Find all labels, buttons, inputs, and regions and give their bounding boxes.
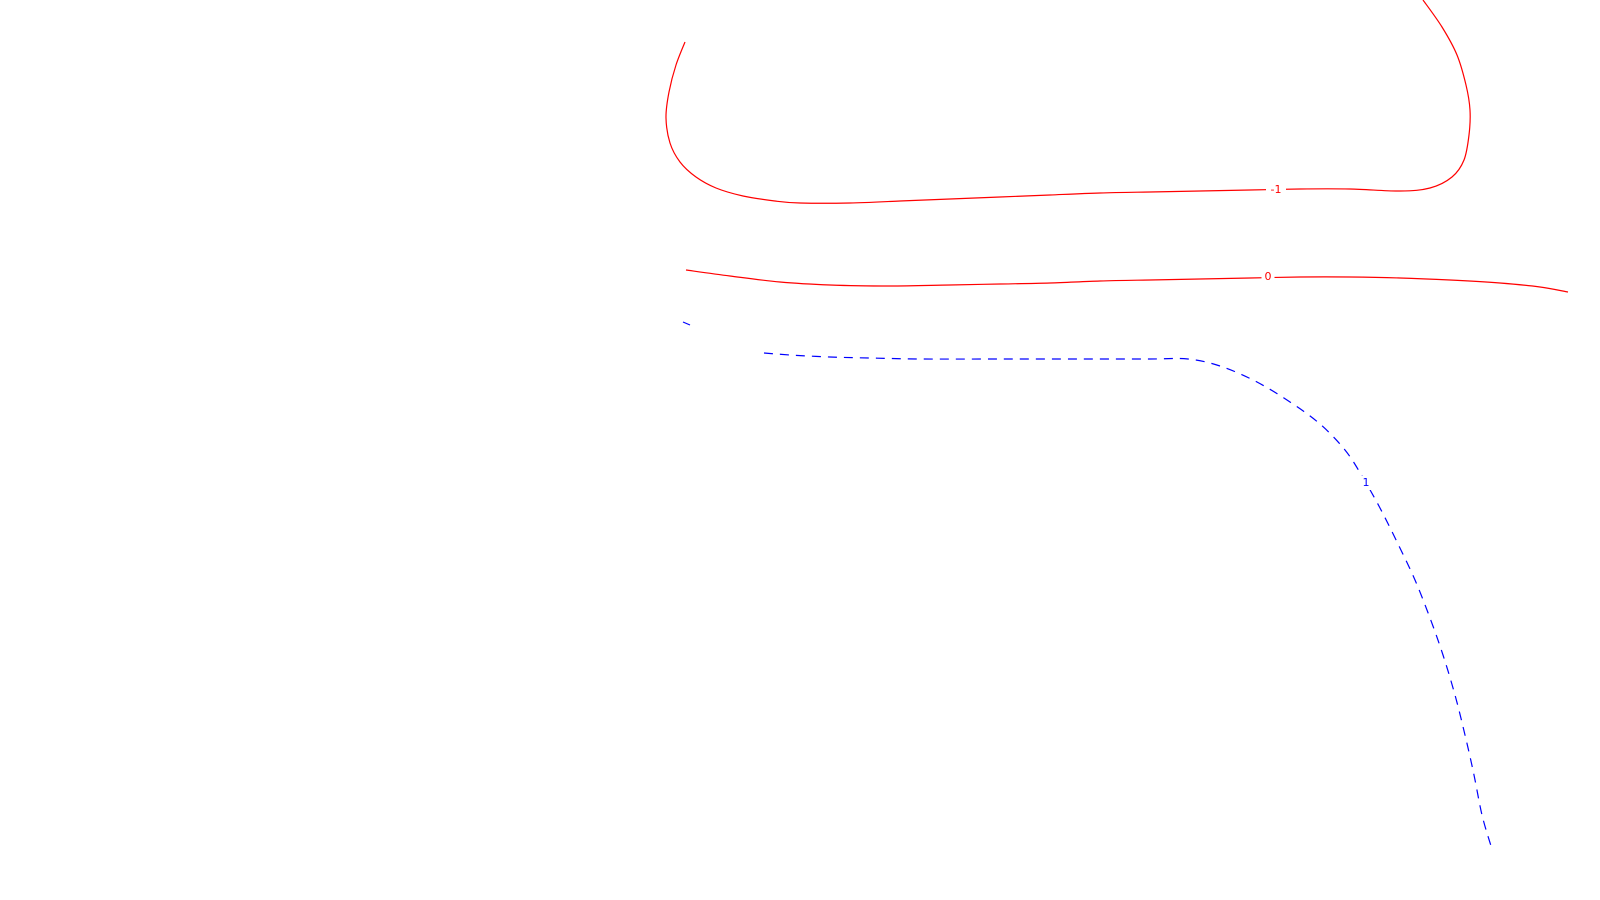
- contour-level-1-line: [763, 352, 1492, 847]
- contour-level-0-label-bg: [1261, 270, 1275, 284]
- contour-level-1-segment: [682, 321, 691, 326]
- contour-labels: -1 0 1: [1261, 183, 1373, 490]
- contour-level-minus-1-label-bg: [1266, 183, 1286, 197]
- contour-level-1-label: 1: [1363, 476, 1370, 489]
- contour-level-0-label: 0: [1265, 270, 1272, 283]
- contour-lines: [665, 0, 1569, 847]
- contour-level-minus-1-label: -1: [1271, 183, 1282, 196]
- contour-level-1-label-bg: [1359, 476, 1373, 490]
- contour-level-minus-1-line: [665, 0, 1471, 204]
- contour-level-0-line: [685, 269, 1569, 293]
